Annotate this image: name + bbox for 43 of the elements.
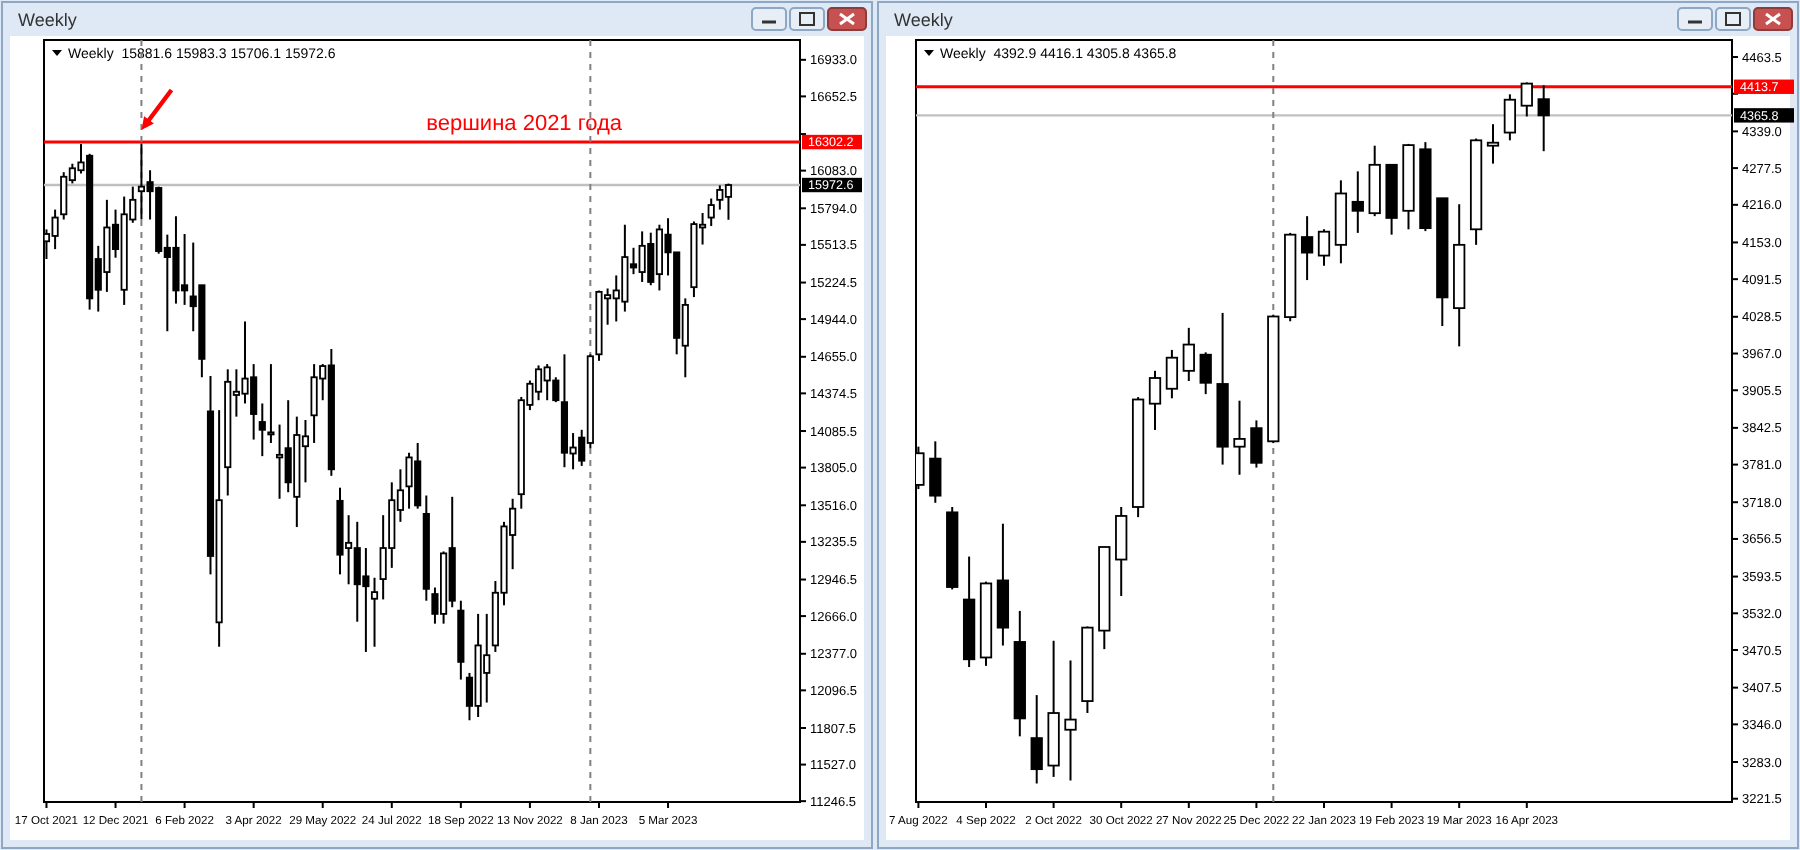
candlestick bbox=[543, 363, 551, 402]
candlestick bbox=[929, 440, 942, 504]
candlestick bbox=[638, 230, 646, 283]
candlestick bbox=[1351, 170, 1364, 234]
candlestick bbox=[1148, 369, 1162, 431]
candlestick bbox=[1233, 399, 1246, 476]
candlestick bbox=[137, 142, 146, 221]
candlestick bbox=[534, 364, 543, 402]
candlestick bbox=[362, 547, 370, 653]
candlestick bbox=[1030, 694, 1043, 785]
candlestick bbox=[1300, 215, 1314, 282]
candlestick bbox=[724, 182, 733, 221]
candlestick bbox=[1165, 348, 1179, 400]
candlestick bbox=[1503, 93, 1517, 142]
candlestick bbox=[258, 402, 266, 458]
candlestick bbox=[996, 522, 1010, 647]
candlestick bbox=[353, 520, 361, 623]
candlestick bbox=[275, 423, 284, 500]
candlestick bbox=[1520, 81, 1533, 118]
candlestick bbox=[647, 231, 655, 287]
candlestick bbox=[1182, 326, 1195, 382]
candlestick bbox=[1537, 84, 1550, 153]
candlestick bbox=[716, 184, 724, 211]
candlestick bbox=[60, 171, 68, 221]
candlestick bbox=[370, 576, 379, 648]
candlestick bbox=[621, 223, 629, 313]
candlestick bbox=[1199, 351, 1212, 396]
candlestick bbox=[405, 451, 413, 510]
candlestick bbox=[310, 363, 318, 444]
candlestick bbox=[707, 197, 715, 228]
candlestick bbox=[1115, 505, 1128, 597]
candlestick bbox=[1250, 419, 1263, 469]
candlestick bbox=[172, 215, 180, 305]
candlestick bbox=[1064, 659, 1077, 782]
candlestick bbox=[103, 198, 111, 293]
annotation: вершина 2021 года bbox=[426, 112, 624, 137]
candlestick bbox=[1317, 228, 1331, 267]
candlestick bbox=[284, 399, 292, 494]
chart-title: Weekly bbox=[894, 10, 954, 30]
candlestick bbox=[51, 208, 59, 251]
candlestick bbox=[483, 612, 491, 704]
chart-title: Weekly bbox=[18, 10, 78, 30]
candlestick bbox=[1486, 123, 1500, 165]
